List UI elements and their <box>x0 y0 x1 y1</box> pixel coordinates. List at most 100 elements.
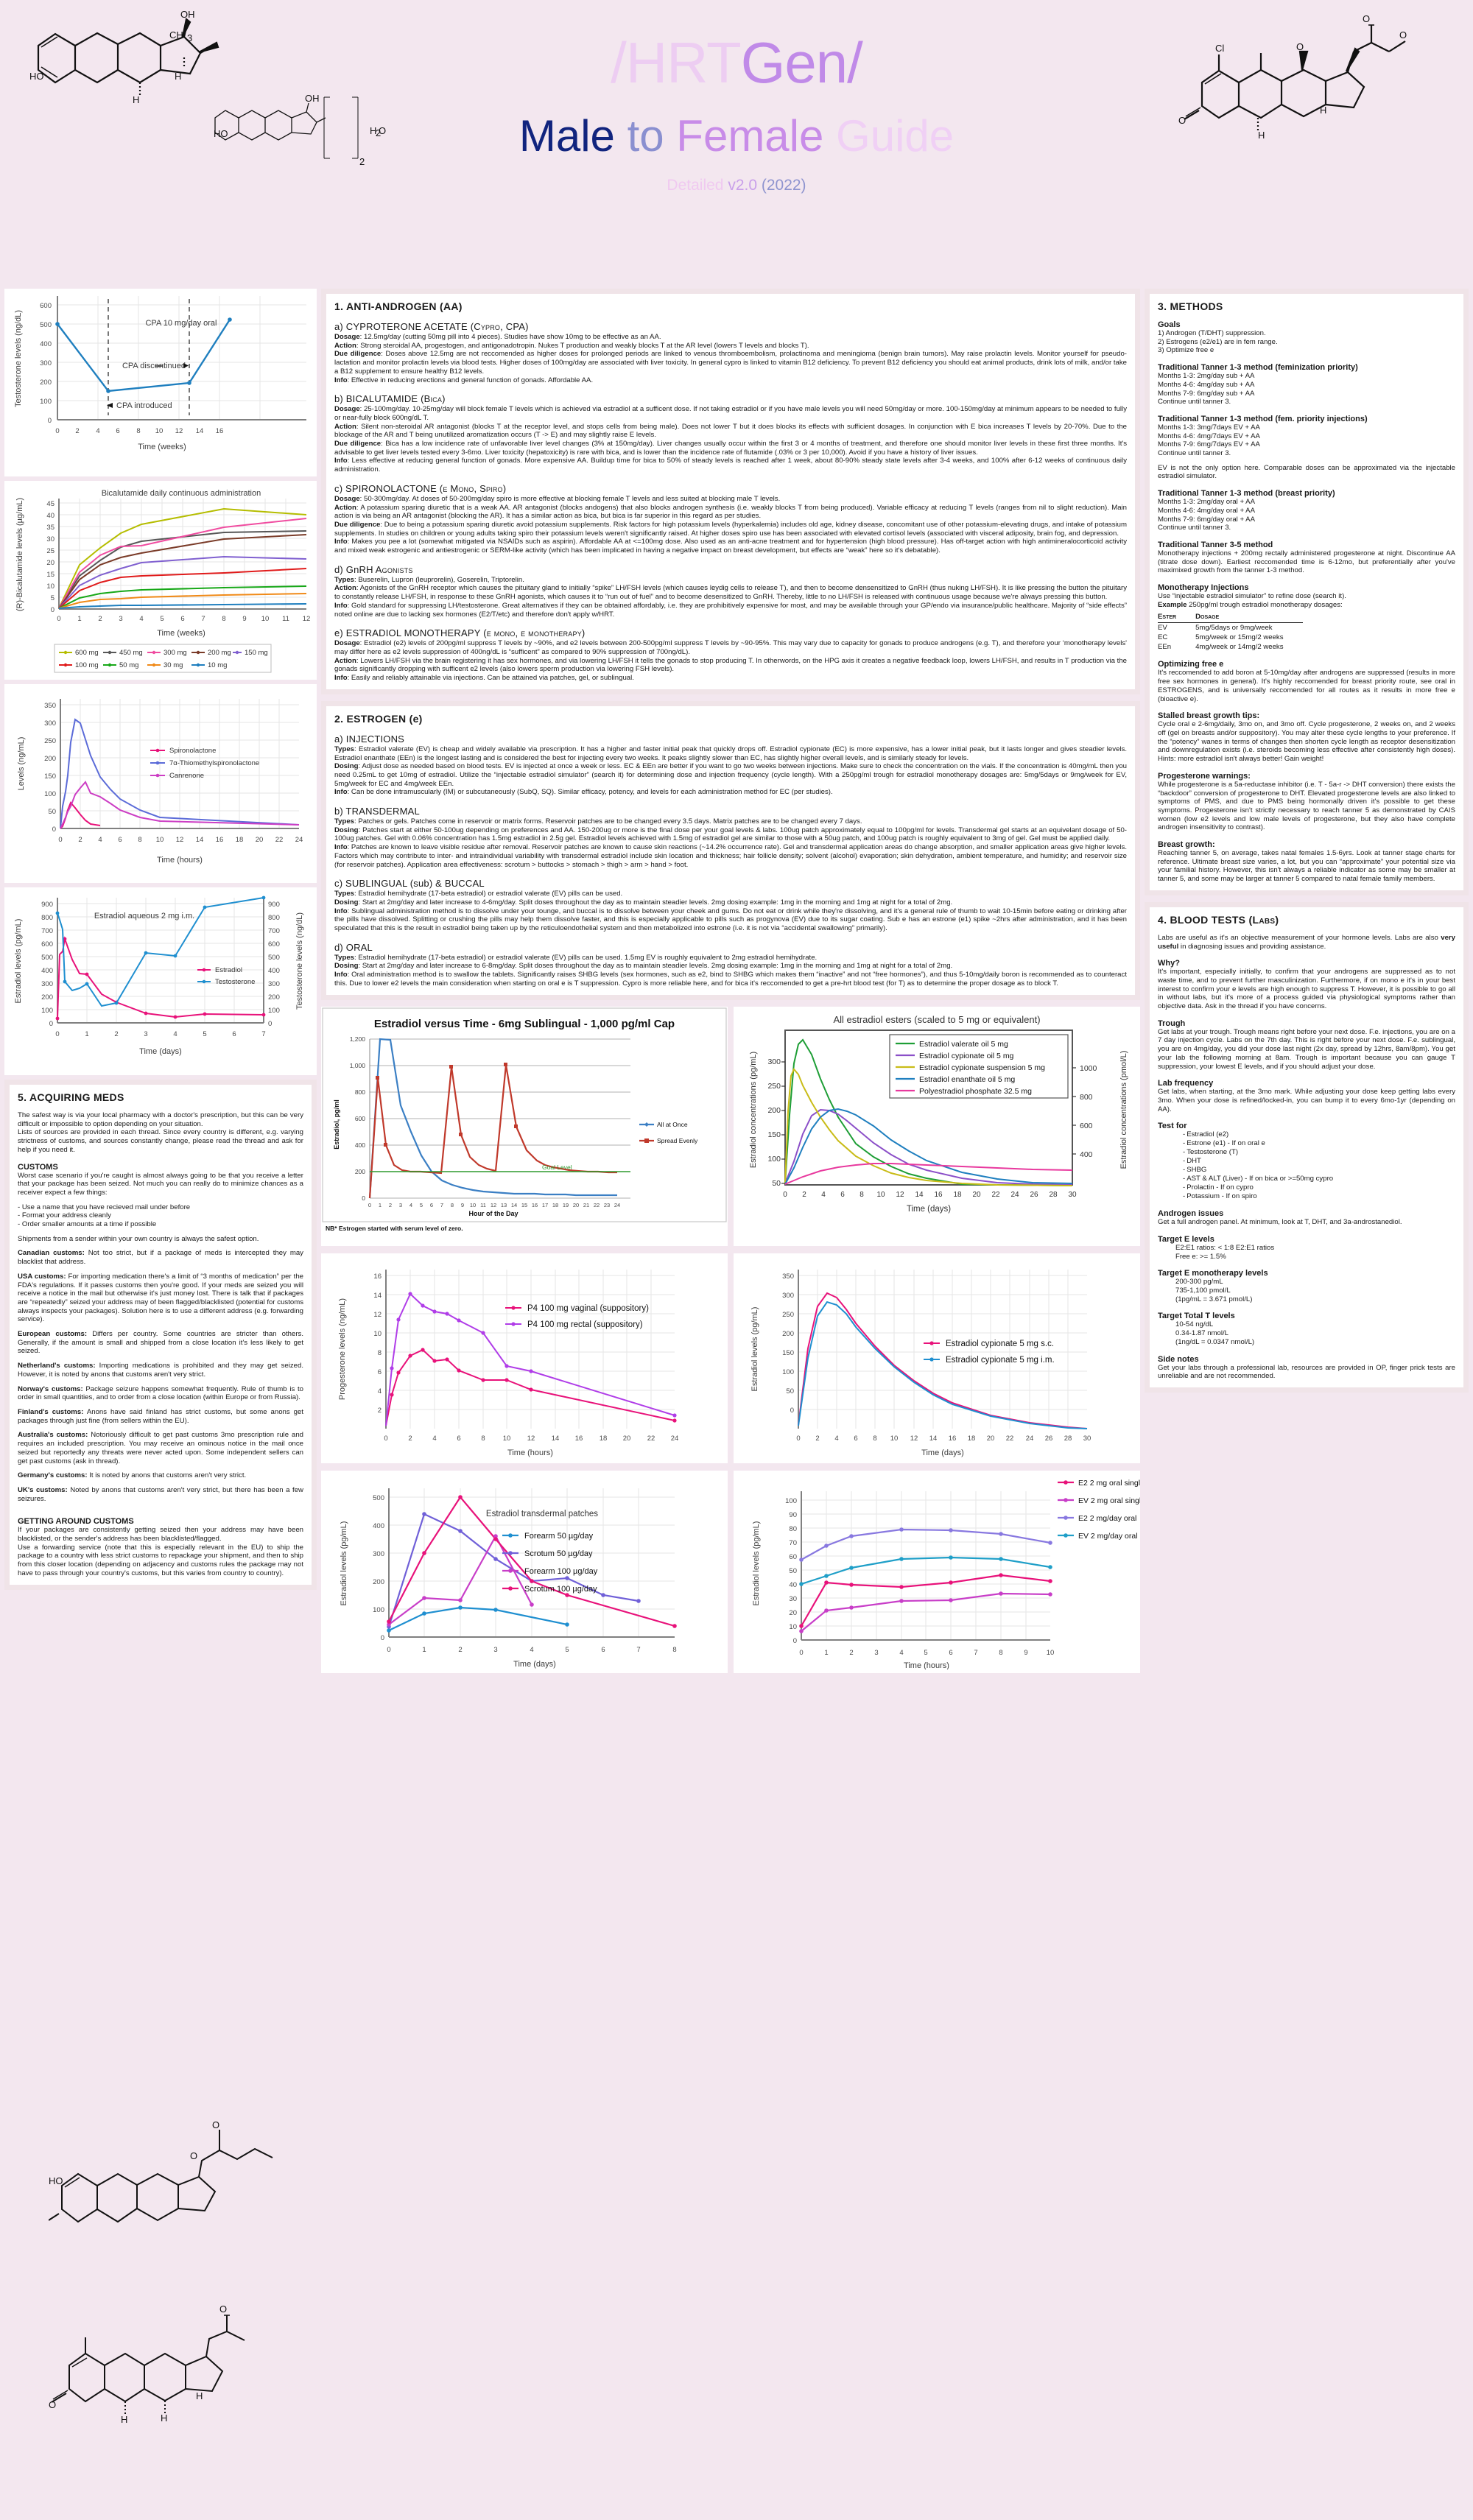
injections-dosing: Dosing: Adjust dose as needed based on b… <box>334 762 1127 788</box>
svg-text:300: 300 <box>44 719 56 728</box>
middle-column: 1. ANTI-ANDROGEN (AA) a) CYPROTERONE ACE… <box>321 289 1145 1678</box>
svg-text:Estradiol cypionate 5 mg i.m.: Estradiol cypionate 5 mg i.m. <box>946 1356 1055 1365</box>
svg-text:9: 9 <box>461 1202 464 1208</box>
svg-text:22: 22 <box>594 1202 600 1208</box>
optimize-free-e-heading: Optimizing free e <box>1158 660 1224 669</box>
oral-types: Types: Estradiol hemihydrate (17-beta es… <box>334 953 818 962</box>
svg-text:200: 200 <box>41 993 53 1002</box>
svg-text:14: 14 <box>915 1191 924 1199</box>
svg-text:250: 250 <box>782 1311 794 1319</box>
svg-text:O: O <box>219 2303 227 2315</box>
svg-text:2: 2 <box>458 1646 462 1654</box>
svg-text:14: 14 <box>552 1435 560 1443</box>
target-t-3: (1ng/dL = 0.0347 nmol/L) <box>1175 1337 1255 1346</box>
svg-text:8: 8 <box>481 1435 485 1443</box>
svg-text:900: 900 <box>41 901 53 909</box>
ester-col-header: Ester <box>1158 612 1196 624</box>
section-blood-tests: 4. BLOOD TESTS (Labs) Labs are useful as… <box>1145 901 1469 1393</box>
cpa-info: Info: Effective in reducing erections an… <box>334 376 594 384</box>
svg-text:18: 18 <box>600 1435 608 1443</box>
subtitle-male: Male <box>518 111 615 161</box>
svg-text:400: 400 <box>40 340 52 348</box>
section-methods: 3. METHODS Goals 1) Androgen (T/DHT) sup… <box>1145 289 1469 895</box>
chart-cpa-testosterone: 600 500 400 300 200 100 0 0 2 4 6 8 10 1… <box>4 289 317 476</box>
chart-sublingual-6mg: Estradiol versus Time - 6mg Sublingual -… <box>321 1006 728 1246</box>
svg-text:20: 20 <box>256 836 264 844</box>
svg-text:150: 150 <box>44 772 56 781</box>
svg-text:O: O <box>190 2150 197 2161</box>
svg-text:HO: HO <box>29 71 44 82</box>
method4-heading: Traditional Tanner 3-5 method <box>1158 540 1273 549</box>
svg-text:Testosterone: Testosterone <box>215 978 255 986</box>
svg-text:O: O <box>379 125 386 136</box>
method3-line4: Continue until tanner 3. <box>1158 524 1231 532</box>
svg-text:0: 0 <box>384 1435 387 1443</box>
svg-text:HO: HO <box>49 2175 63 2186</box>
svg-text:0: 0 <box>799 1649 803 1657</box>
svg-text:5: 5 <box>565 1646 569 1654</box>
customs-tip-2: - Format your address cleanly <box>18 1211 111 1220</box>
svg-text:2: 2 <box>376 127 381 138</box>
patches-xlabel: Time (days) <box>513 1660 556 1669</box>
method2-heading: Traditional Tanner 1-3 method (fem. prio… <box>1158 414 1368 423</box>
svg-text:500: 500 <box>40 321 52 329</box>
svg-text:6: 6 <box>116 427 119 435</box>
method2-note: EV is not the only option here. Comparab… <box>1158 463 1455 481</box>
customs-body: Worst case scenario if you're caught is … <box>18 1171 303 1197</box>
svg-text:300: 300 <box>767 1057 781 1066</box>
svg-text:15: 15 <box>521 1202 527 1208</box>
bica-due-diligence: Due diligence: Bica has a low incidence … <box>334 440 1127 457</box>
svg-text:18: 18 <box>968 1435 976 1443</box>
svg-text:14: 14 <box>929 1435 938 1443</box>
svg-text:200: 200 <box>268 993 280 1002</box>
target-e-mono-3: (1pg/mL = 3.671 pmol/L) <box>1175 1295 1253 1303</box>
section5-intro2: Lists of sources are provided in each th… <box>18 1128 303 1154</box>
svg-text:300: 300 <box>41 980 53 988</box>
svg-text:800: 800 <box>355 1088 365 1096</box>
svg-text:500: 500 <box>41 954 53 962</box>
svg-text:0: 0 <box>52 826 56 834</box>
cpa-dosage: Dosage: 12.5mg/day (cutting 50mg pill in… <box>334 333 661 341</box>
svg-text:700: 700 <box>268 927 280 935</box>
svg-text:600: 600 <box>355 1115 365 1122</box>
svg-text:12: 12 <box>373 1311 382 1319</box>
svg-text:0: 0 <box>368 1202 371 1208</box>
svg-text:16: 16 <box>575 1435 583 1443</box>
svg-text:100: 100 <box>767 1155 781 1164</box>
svg-text:Estradiol cypionate 5 mg s.c.: Estradiol cypionate 5 mg s.c. <box>946 1340 1054 1348</box>
target-e-mono-2: 735-1,100 pmol/L <box>1175 1287 1231 1295</box>
country-netherlands: Netherland's customs: Importing medicati… <box>18 1362 303 1379</box>
svg-text:22: 22 <box>275 836 284 844</box>
svg-text:3: 3 <box>119 615 122 623</box>
svg-text:600 mg: 600 mg <box>75 649 99 657</box>
svg-text:9: 9 <box>1024 1649 1027 1657</box>
injections-heading: a) INJECTIONS <box>334 733 405 745</box>
customs-heading: CUSTOMS <box>18 1162 58 1172</box>
svg-text:4: 4 <box>378 1387 382 1395</box>
svg-text:Estradiol: Estradiol <box>215 966 242 974</box>
chart-transdermal-patches: 500 400 300 200 100 0 0 1 2 3 4 5 6 7 8 Estrad… <box>321 1470 728 1673</box>
test-for-heading: Test for <box>1158 1122 1187 1131</box>
bica-action: Action: Silent non-steroidal AR antagoni… <box>334 422 1127 440</box>
svg-text:EV 2 mg oral single: EV 2 mg oral single <box>1078 1496 1140 1505</box>
svg-text:2: 2 <box>408 1435 412 1443</box>
svg-text:7α-Thiomethylspironolactone: 7α-Thiomethylspironolactone <box>169 759 259 767</box>
transdermal-dosing: Dosing: Patches start at either 50-100ug… <box>334 826 1127 843</box>
svg-text:50: 50 <box>786 1387 794 1395</box>
svg-text:300 mg: 300 mg <box>164 649 187 657</box>
section-estrogen: 2. ESTROGEN (e) a) INJECTIONS Types: Est… <box>321 700 1140 1000</box>
svg-text:200: 200 <box>40 379 52 387</box>
svg-text:0: 0 <box>790 1407 794 1415</box>
svg-text:6: 6 <box>118 836 122 844</box>
svg-text:5: 5 <box>924 1649 927 1657</box>
svg-text:0: 0 <box>793 1637 797 1645</box>
svg-text:Cl: Cl <box>1215 43 1224 54</box>
svg-text:0: 0 <box>48 417 52 425</box>
svg-text:EV 2 mg/day oral: EV 2 mg/day oral <box>1078 1532 1138 1541</box>
ester-dosage-table: Ester Dosage EV 5mg/5days or 9mg/week EC 5m… <box>1158 612 1303 652</box>
svg-text:100: 100 <box>782 1368 794 1376</box>
target-t-2: 0.34-1.87 nmol/L <box>1175 1329 1228 1338</box>
svg-text:P4 100 mg vaginal (suppository: P4 100 mg vaginal (suppository) <box>527 1304 649 1313</box>
svg-text:250: 250 <box>767 1082 781 1091</box>
